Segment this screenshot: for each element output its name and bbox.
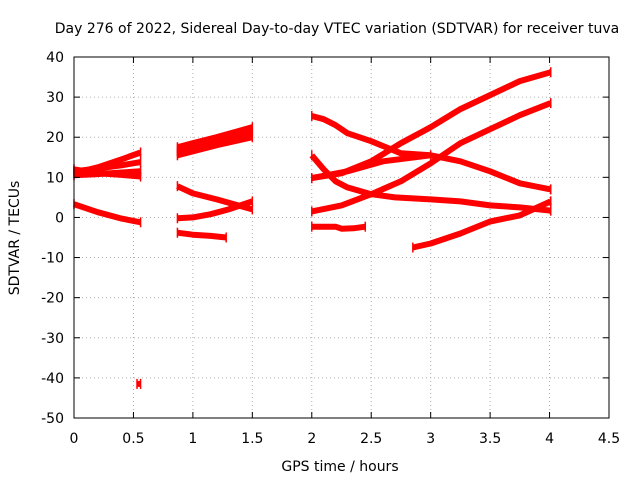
x-tick-label: 2.5 bbox=[360, 431, 382, 447]
x-tick-label: 2 bbox=[307, 431, 316, 447]
x-tick-label: 4 bbox=[545, 431, 554, 447]
x-tick-label: 0 bbox=[70, 431, 79, 447]
series-layer bbox=[73, 67, 552, 389]
series-17 bbox=[311, 221, 367, 232]
y-tick-label: -10 bbox=[41, 251, 64, 267]
y-tick-label: -20 bbox=[41, 291, 64, 307]
x-tick-label: 0.5 bbox=[122, 431, 144, 447]
y-tick-label: 40 bbox=[46, 50, 64, 66]
series-line bbox=[311, 223, 366, 232]
series-line bbox=[73, 168, 141, 179]
series-line bbox=[176, 134, 253, 159]
x-axis-label: GPS time / hours bbox=[281, 459, 398, 475]
x-tick-label: 4.5 bbox=[598, 431, 620, 447]
y-axis-label: SDTVAR / TECUs bbox=[7, 181, 23, 296]
y-tick-label: 20 bbox=[46, 130, 64, 146]
y-tick-label: 10 bbox=[46, 170, 64, 186]
x-tick-label: 1 bbox=[188, 431, 197, 447]
series-18 bbox=[311, 152, 552, 195]
series-11 bbox=[176, 196, 254, 224]
plot-frame bbox=[73, 56, 610, 419]
y-tick-label: -30 bbox=[41, 331, 64, 347]
series-19 bbox=[412, 196, 552, 253]
y-tick-label: -40 bbox=[41, 371, 64, 387]
series-6 bbox=[136, 378, 142, 389]
y-tick-label: 30 bbox=[46, 90, 64, 106]
series-line bbox=[176, 124, 254, 151]
chart-title: Day 276 of 2022, Sidereal Day-to-day VTE… bbox=[55, 21, 619, 37]
series-16 bbox=[311, 98, 552, 217]
series-9 bbox=[176, 122, 254, 153]
series-line bbox=[311, 113, 431, 159]
series-line bbox=[311, 100, 552, 215]
series-line bbox=[177, 229, 227, 241]
x-tick-label: 3 bbox=[426, 431, 435, 447]
series-12 bbox=[176, 227, 227, 243]
series-line bbox=[412, 198, 552, 251]
series-line bbox=[176, 128, 254, 155]
x-tick-label: 3.5 bbox=[479, 431, 501, 447]
series-5 bbox=[73, 199, 142, 228]
y-tick-label: -50 bbox=[41, 411, 64, 427]
tick-layer: 0 0.5 1 1.5 2 2.5 3 3.5 4 4.5 40 30 20 10 0 -10 -20 -30 -4… bbox=[41, 50, 620, 447]
series-line bbox=[311, 152, 552, 193]
series-line bbox=[177, 198, 254, 222]
series-line bbox=[73, 201, 142, 226]
series-10 bbox=[176, 181, 254, 215]
x-tick-label: 1.5 bbox=[241, 431, 263, 447]
y-tick-label: 0 bbox=[55, 210, 64, 226]
